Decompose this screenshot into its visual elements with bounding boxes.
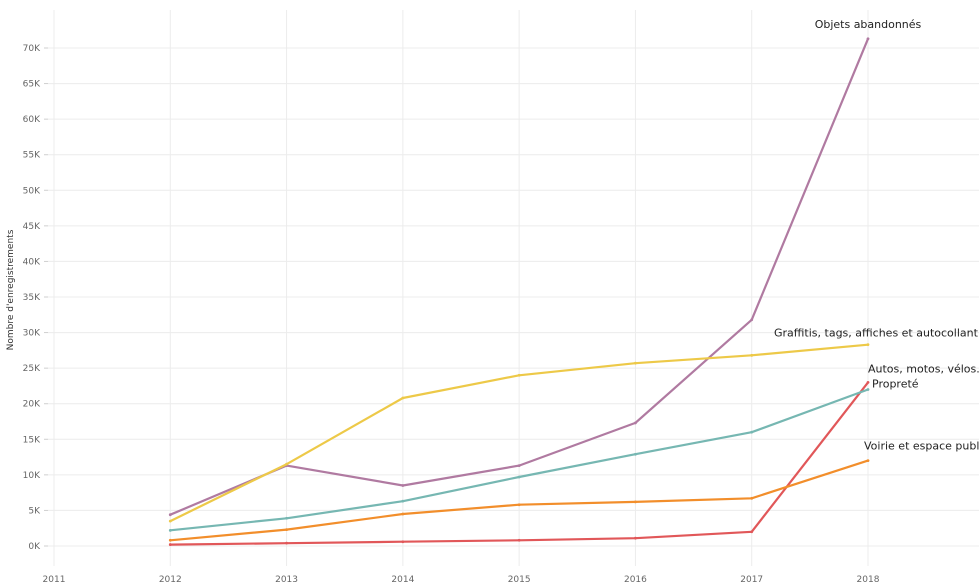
series-lines <box>168 37 870 546</box>
data-point <box>517 475 521 479</box>
data-point <box>168 513 172 517</box>
y-axis-label: Nombre d'enregistrements <box>6 229 16 350</box>
series-end-label: Propreté <box>872 377 919 390</box>
y-tick-label: 45K <box>23 222 41 232</box>
data-point <box>285 516 288 520</box>
series-end-label: Voirie et espace publi <box>864 440 979 453</box>
data-point <box>634 421 637 425</box>
data-point <box>401 499 405 503</box>
data-point <box>168 519 172 523</box>
data-point <box>401 512 405 516</box>
x-tick-label: 2016 <box>624 575 647 585</box>
x-tick-label: 2017 <box>740 575 763 585</box>
data-point <box>750 430 754 434</box>
y-tick-label: 55K <box>23 151 41 161</box>
x-tick-label: 2014 <box>391 575 414 585</box>
data-point <box>866 459 870 463</box>
y-tick-label: 65K <box>23 80 41 90</box>
x-tick-label: 2011 <box>43 575 66 585</box>
x-tick-label: 2018 <box>857 575 880 585</box>
data-point <box>401 396 405 400</box>
series-labels: Objets abandonnés Graffitis, tags, affich… <box>774 18 979 453</box>
data-point <box>866 37 870 41</box>
data-point <box>517 464 521 468</box>
data-point <box>168 543 172 546</box>
y-tick-label: 25K <box>23 364 41 374</box>
y-tick-label: 20K <box>23 400 41 410</box>
x-tick-label: 2013 <box>275 575 298 585</box>
y-tick-label: 5K <box>28 506 41 516</box>
data-point <box>168 528 172 532</box>
data-point <box>866 343 870 347</box>
y-tick-label: 0K <box>28 542 41 552</box>
data-point <box>285 462 288 466</box>
y-tick-label: 15K <box>23 435 41 445</box>
y-tick-label: 35K <box>23 293 41 303</box>
data-point <box>517 503 521 507</box>
data-point <box>401 484 405 487</box>
data-point <box>750 318 754 322</box>
y-axis: 0K 5K 10K 15K 20K 25K 30K 35K 40K 45K 50K 55K 60K 65K… <box>23 44 48 552</box>
data-point <box>634 536 637 540</box>
data-point <box>285 541 288 545</box>
data-point <box>750 353 754 357</box>
series-end-label: Graffitis, tags, affiches et autocollant <box>774 327 979 340</box>
data-point <box>285 528 288 532</box>
y-tick-label: 30K <box>23 329 41 339</box>
data-point <box>750 496 754 500</box>
data-point <box>634 500 637 504</box>
gridlines <box>48 10 979 566</box>
data-point <box>517 538 521 542</box>
data-point <box>168 538 172 542</box>
x-tick-label: 2015 <box>508 575 531 585</box>
data-point <box>750 530 754 534</box>
x-tick-label: 2012 <box>159 575 182 585</box>
x-axis: 2011 2012 2013 2014 2015 2016 2017 2018 <box>43 575 880 585</box>
data-point <box>401 540 405 544</box>
y-tick-label: 10K <box>23 471 41 481</box>
series-end-label: Objets abandonnés <box>815 18 922 31</box>
data-point <box>634 452 637 456</box>
data-point <box>866 380 870 384</box>
data-point <box>517 373 521 377</box>
data-point <box>634 361 637 365</box>
data-point <box>866 388 870 391</box>
y-tick-label: 50K <box>23 186 41 196</box>
y-tick-label: 70K <box>23 44 41 54</box>
series-end-label: Autos, motos, vélos. <box>868 362 979 375</box>
y-tick-label: 60K <box>23 115 41 125</box>
y-tick-label: 40K <box>23 257 41 267</box>
